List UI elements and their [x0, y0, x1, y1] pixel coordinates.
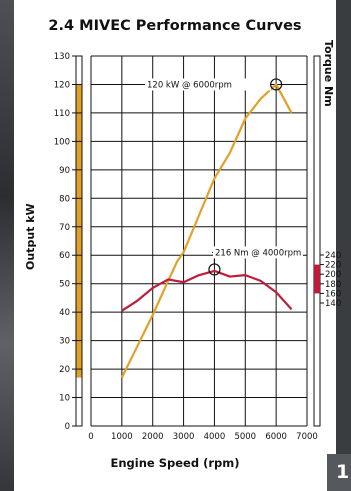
x-tick-label: 7000: [296, 432, 318, 442]
x-tick-label: 1000: [111, 432, 133, 442]
x-axis-label: Engine Speed (rpm): [110, 456, 240, 470]
torque-axis-bar: [313, 55, 321, 427]
y-tick-label: 30: [59, 337, 70, 347]
y-tick-label: 50: [59, 280, 70, 290]
y-tick-label: 20: [59, 365, 70, 375]
annotation-background: [213, 246, 303, 259]
right-tick-label: 160: [325, 289, 341, 299]
y-tick-label: 80: [59, 194, 70, 204]
right-tick-label: 200: [325, 270, 341, 280]
x-tick-label: 2000: [142, 432, 164, 442]
peak-marker: [208, 263, 221, 276]
peak-marker: [270, 78, 283, 91]
power-curve: [120, 83, 293, 379]
torque-curve: [121, 269, 293, 312]
torque-range-band: [314, 264, 320, 294]
y-tick-label: 90: [59, 166, 70, 176]
y-tick-label: 130: [54, 52, 70, 62]
page-number-badge: 1: [327, 454, 351, 491]
annotation-label: 120 kW @ 6000rpm: [147, 80, 232, 90]
y-tick-label: 0: [65, 422, 70, 432]
right-tick-label: 140: [325, 299, 341, 309]
right-tick-label: 220: [325, 261, 341, 271]
x-tick-label: 5000: [234, 432, 256, 442]
y-tick-label: 10: [59, 394, 70, 404]
y-tick-label: 100: [54, 137, 70, 147]
y-tick-label: 60: [59, 251, 70, 261]
chart-title: 2.4 MIVEC Performance Curves: [48, 18, 302, 34]
x-tick-label: 3000: [173, 432, 195, 442]
power-range-band: [76, 84, 82, 378]
x-tick-label: 6000: [265, 432, 287, 442]
y-tick-label: 40: [59, 308, 70, 318]
y-tick-label: 110: [54, 109, 70, 119]
x-tick-label: 0: [88, 432, 93, 442]
annotation-label: 216 Nm @ 4000rpm: [215, 248, 301, 258]
right-tick-label: 180: [325, 280, 341, 290]
annotation-background: [145, 78, 271, 91]
right-tick-label: 240: [325, 251, 341, 261]
y-tick-label: 120: [54, 80, 70, 90]
y-tick-label: 70: [59, 223, 70, 233]
background-photo-strip: [0, 0, 14, 491]
x-tick-label: 4000: [204, 432, 226, 442]
